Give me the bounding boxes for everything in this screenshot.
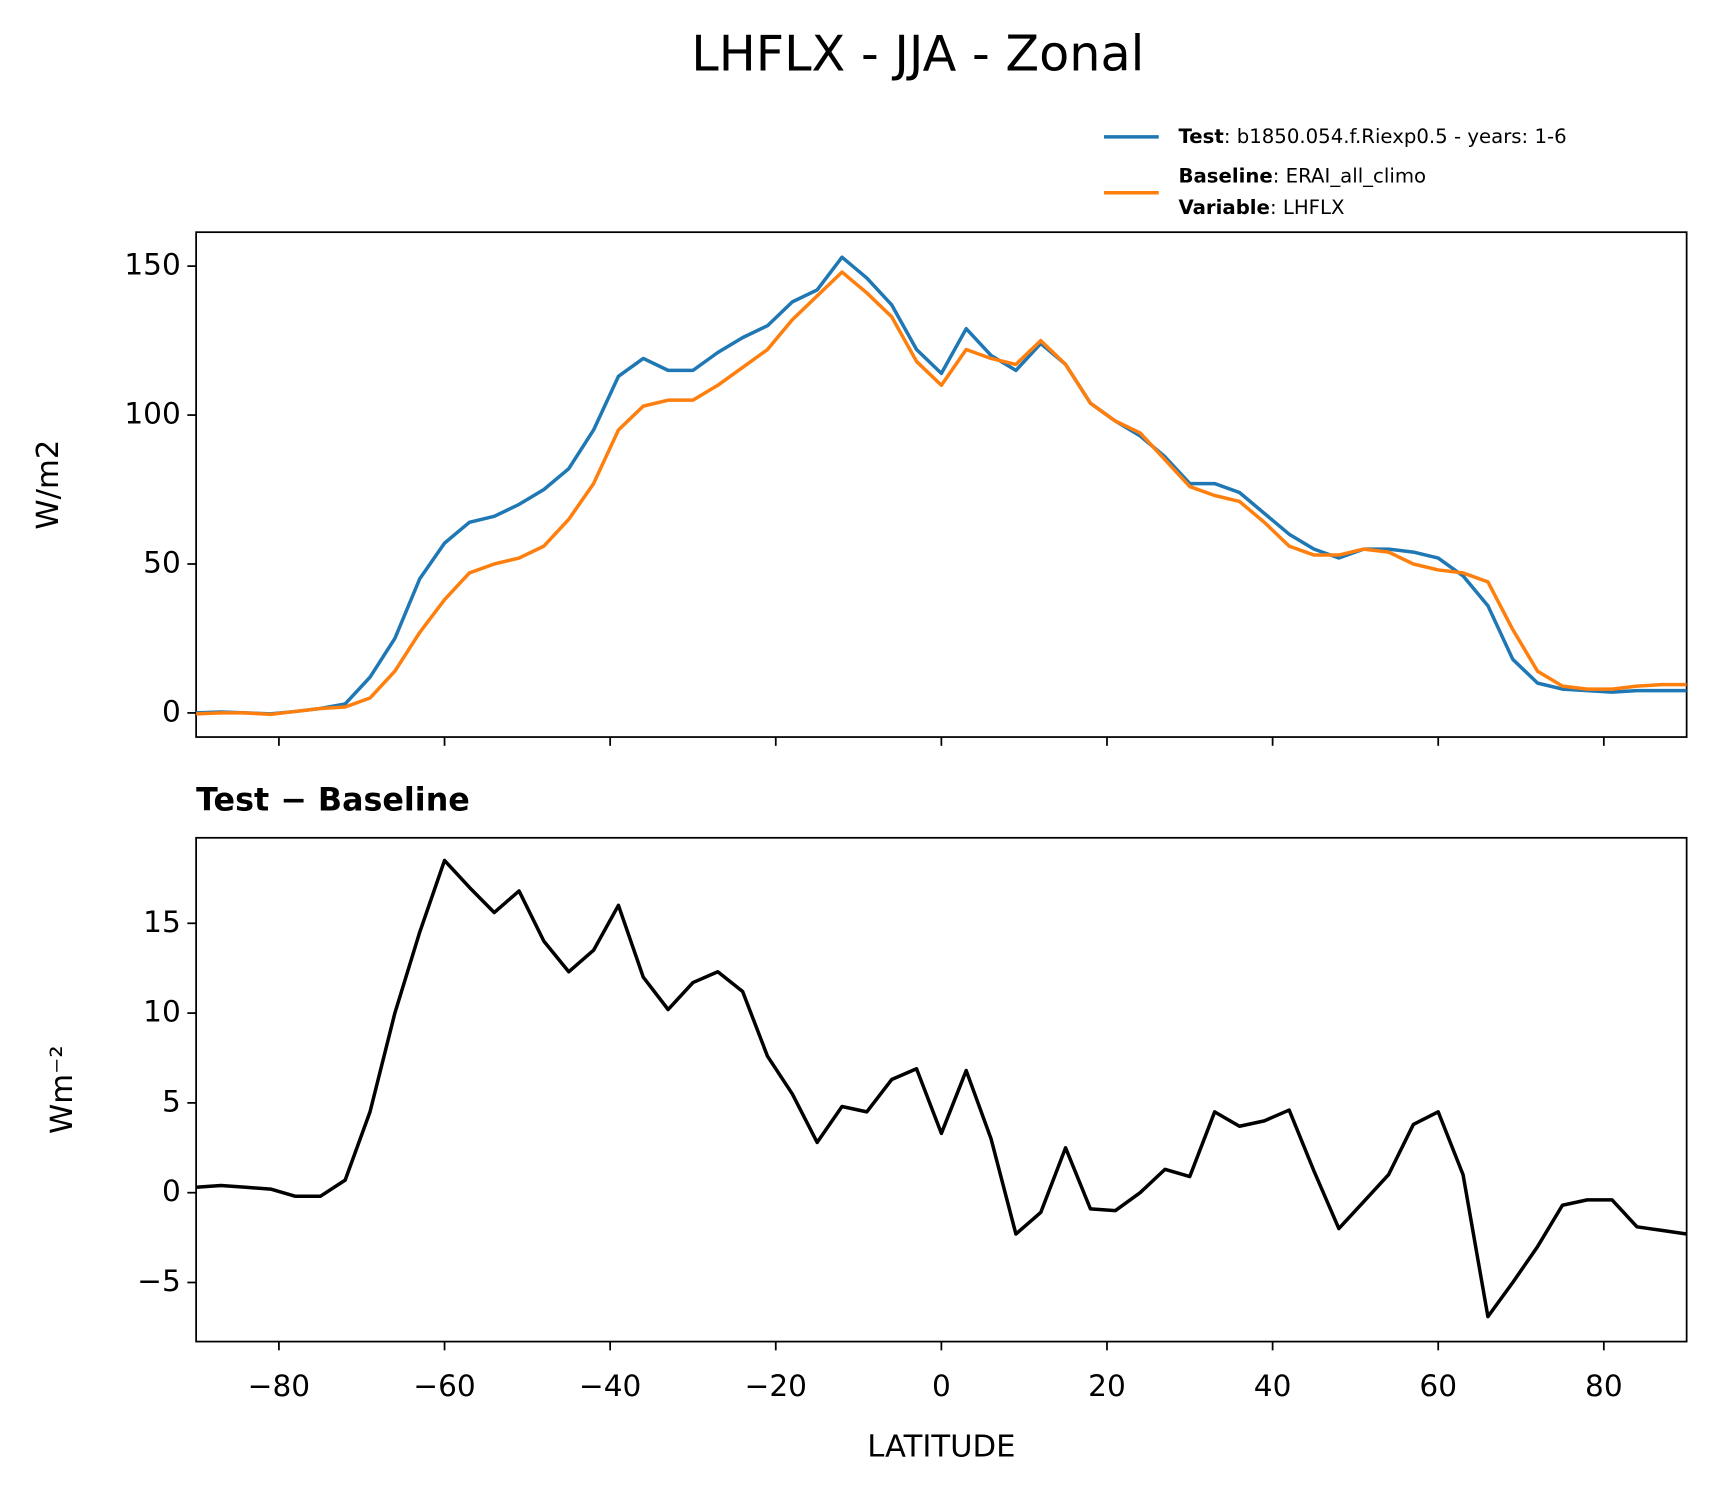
y-tick-label: 15 [143, 905, 181, 939]
x-tick-label: 20 [1088, 1369, 1126, 1403]
y-tick-label: 0 [162, 694, 181, 728]
y-tick-label: 50 [143, 545, 181, 579]
legend-note: : ERAI_all_climo [1273, 164, 1426, 187]
legend-label: Variable: LHFLX [1178, 196, 1344, 219]
subplot-title: Test − Baseline [196, 783, 470, 819]
figure-title: LHFLX - JJA - Zonal [691, 24, 1144, 82]
legend-note: : LHFLX [1270, 196, 1345, 219]
legend-name: Test [1178, 124, 1223, 147]
x-tick-label: −60 [413, 1369, 475, 1403]
y-tick-label: 150 [124, 248, 180, 282]
data-line [196, 255, 1687, 716]
x-tick-label: 80 [1585, 1369, 1623, 1403]
x-tick-label: −80 [248, 1369, 310, 1403]
data-line [196, 270, 1687, 717]
legend-name: Baseline [1178, 164, 1272, 187]
x-tick-label: 40 [1254, 1369, 1292, 1403]
y-tick-label: 0 [162, 1174, 181, 1208]
axes-frame [195, 836, 1688, 1343]
data-line [196, 858, 1687, 1319]
x-tick-label: 0 [932, 1369, 951, 1403]
y-tick-label: 5 [162, 1084, 181, 1118]
x-tick-label: 60 [1419, 1369, 1457, 1403]
y-tick-label: 100 [124, 397, 180, 431]
y-tick-label: −5 [137, 1264, 181, 1298]
x-tick-label: −20 [745, 1369, 807, 1403]
legend-label: Test: b1850.054.f.Riexp0.5 - years: 1-6 [1178, 124, 1566, 147]
y-axis-label: W/m2 [31, 440, 66, 530]
y-axis-label: Wm⁻² [45, 1045, 80, 1134]
legend-note: : b1850.054.f.Riexp0.5 - years: 1-6 [1224, 124, 1567, 147]
y-tick-label: 10 [143, 995, 181, 1029]
x-axis-label: LATITUDE [867, 1429, 1015, 1464]
legend-label: Baseline: ERAI_all_climo [1178, 164, 1426, 187]
x-tick-label: −40 [579, 1369, 641, 1403]
legend-name: Variable [1178, 196, 1269, 219]
axes-frame [195, 231, 1688, 738]
